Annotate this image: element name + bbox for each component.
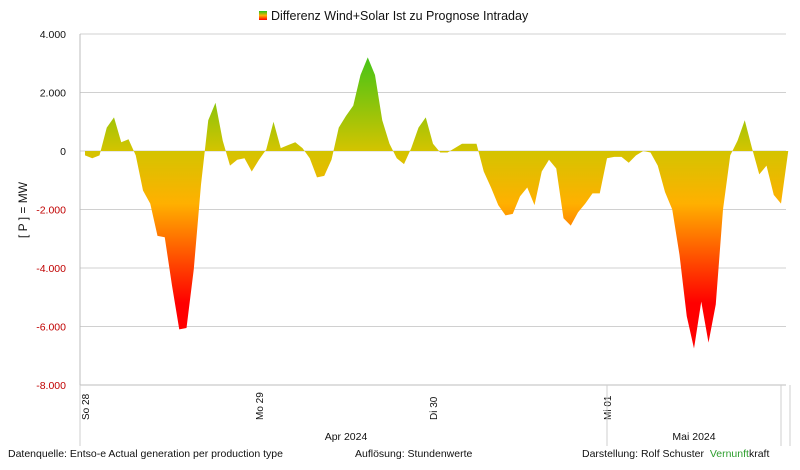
y-tick-label: -4.000 [36,263,66,275]
resolution-label: Auflösung: [355,448,405,460]
y-tick-label: -2.000 [36,205,66,217]
y-axis-ticks: 4.000 2.000 0 -2.000 -4.000 -6.000 -8.000 [36,29,66,392]
source-label: Datenquelle: [8,448,67,460]
y-axis-label: [ P ] = MW [16,181,30,238]
x-axis: So 28 Mo 29 Di 30 Mi 01 Apr 2024 Mai 2024 [79,385,791,446]
y-tick-label: 0 [60,146,66,158]
legend-swatch-icon [259,11,267,20]
resolution-value: Stundenwerte [407,448,473,460]
y-tick-label: -6.000 [36,322,66,334]
x-month-label: Apr 2024 [325,431,368,443]
x-day-tick-label: Mo 29 [255,392,266,420]
footer-resolution: Auflösung: Stundenwerte [355,448,472,460]
author-label: Darstellung: Rolf Schuster [582,448,704,460]
source-value: Entso-e Actual generation per production… [69,448,283,460]
difference-area [85,57,789,349]
x-day-tick-label: Di 30 [429,396,440,420]
x-day-tick-label: Mi 01 [603,395,614,420]
brand-part2: kraft [748,448,770,460]
footer-source: Datenquelle: Entso-e Actual generation p… [8,448,283,460]
chart-title: Differenz Wind+Solar Ist zu Prognose Int… [271,9,529,23]
brand-part1: Vernunft [709,448,749,460]
x-month-label: Mai 2024 [672,431,715,443]
y-tick-label: -8.000 [36,380,66,392]
y-tick-label: 4.000 [40,29,66,41]
footer-author: Darstellung: Rolf Schuster Vernunftkraft [582,448,769,460]
x-day-tick-label: So 28 [81,393,92,420]
y-tick-label: 2.000 [40,88,66,100]
chart-title-group: Differenz Wind+Solar Ist zu Prognose Int… [259,9,529,23]
